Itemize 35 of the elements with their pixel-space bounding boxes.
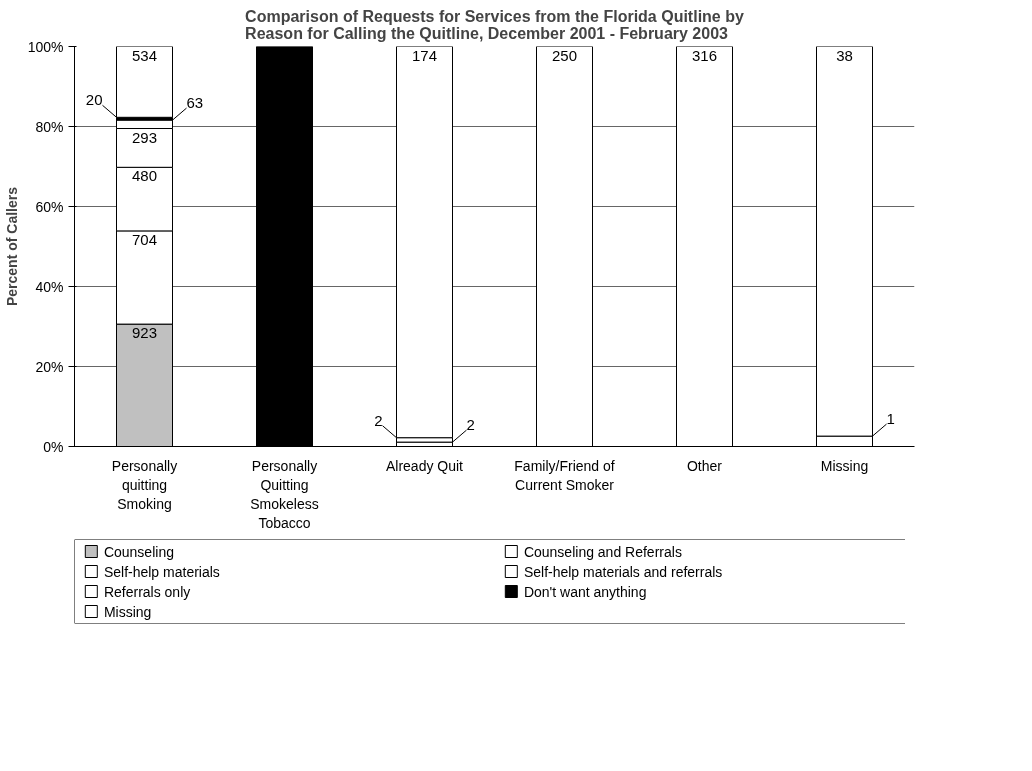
annotation: 250 [551, 46, 578, 64]
annotation: 480 [131, 167, 158, 185]
legend-label: Self-help materials [103, 563, 220, 580]
y-tick-label: 60% [35, 198, 64, 215]
annotation: 316 [691, 46, 718, 64]
annotation: 174 [411, 46, 438, 64]
x-tick-label: Personally quitting Smoking [111, 457, 178, 512]
legend-label: Counseling and Referrals [523, 543, 682, 560]
annotation: 704 [131, 230, 158, 248]
annotation: 293 [131, 128, 158, 146]
x-tick-label: Missing [820, 457, 869, 474]
legend-label: Referrals only [103, 583, 191, 600]
x-tick-label: Family/Friend of Current Smoker [514, 457, 615, 493]
legend-label: Missing [103, 603, 152, 620]
annotation: 1 [886, 410, 895, 428]
annotation: 534 [131, 46, 158, 64]
y-axis-title: Percent of Callers [3, 186, 20, 307]
x-tick-label: Personally Quitting Smokeless Tobacco [250, 457, 319, 532]
annotation: 2 [466, 416, 475, 434]
y-tick-label: 0% [43, 438, 64, 455]
annotation: 63 [186, 94, 204, 112]
annotation: 20 [85, 91, 103, 109]
annotation: 2 [374, 411, 383, 429]
legend-label: Don't want anything [523, 583, 647, 600]
chart-title: Comparison of Requests for Services from the Florida Quitline by Reason for Calling the Quitline, December 2001 - February 2003 [245, 7, 744, 42]
x-tick-label: Already Quit [385, 457, 464, 474]
legend-label: Counseling [103, 543, 174, 560]
y-tick-label: 20% [35, 358, 64, 375]
y-tick-label: 80% [35, 118, 64, 135]
annotation: 923 [131, 324, 158, 342]
y-tick-label: 100% [27, 38, 64, 55]
x-tick-label: Other [686, 457, 723, 474]
legend-label: Self-help materials and referrals [523, 563, 723, 580]
y-tick-label: 40% [35, 278, 64, 295]
annotation: 38 [836, 46, 853, 64]
